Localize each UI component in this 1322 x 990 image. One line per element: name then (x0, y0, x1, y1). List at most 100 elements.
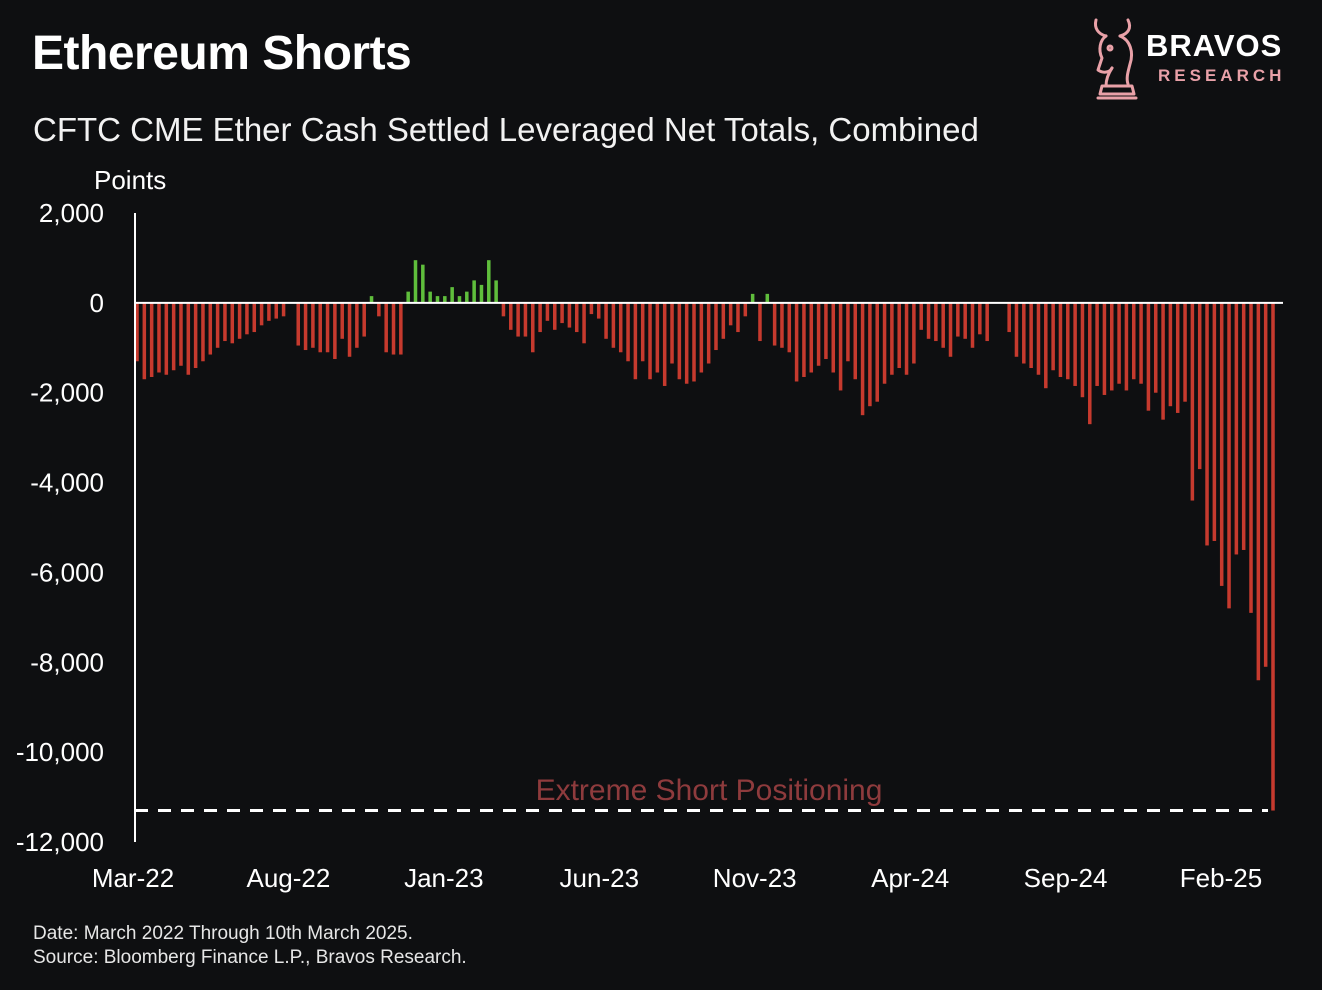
bar (560, 302, 564, 324)
bar (318, 302, 322, 353)
bar (1124, 302, 1129, 391)
bar (362, 302, 366, 337)
bar (523, 302, 528, 337)
bar (230, 302, 235, 344)
bar (545, 302, 550, 321)
bar (596, 302, 601, 319)
bar (538, 302, 542, 333)
bar (1256, 302, 1261, 681)
bar (1044, 302, 1048, 389)
bar (421, 264, 425, 303)
bar (347, 302, 352, 357)
y-tick-label: -12,000 (16, 827, 104, 857)
bar (1249, 302, 1253, 613)
bar (311, 302, 315, 348)
chart-footer: Date: March 2022 Through 10th March 2025… (33, 922, 467, 970)
bar (970, 302, 975, 348)
bar (1117, 302, 1121, 384)
bar (325, 302, 330, 353)
y-tick-label: -8,000 (30, 647, 104, 677)
bar-series (135, 260, 1275, 811)
bar (670, 302, 674, 364)
bar (1036, 302, 1041, 375)
bar (142, 302, 147, 380)
bar (780, 302, 784, 348)
bar (215, 302, 220, 348)
chart-title: Ethereum Shorts (32, 27, 412, 80)
x-tick-label: Nov-23 (713, 863, 797, 893)
bar (267, 302, 271, 321)
bar (956, 302, 960, 337)
y-tick-label: -6,000 (30, 557, 104, 587)
bar (1051, 302, 1055, 371)
bar (193, 302, 198, 369)
bar (1161, 302, 1165, 420)
bar (1175, 302, 1180, 413)
bar (479, 284, 484, 303)
bar (912, 302, 916, 364)
bar (296, 302, 300, 346)
x-tick-label: Jun-23 (560, 863, 640, 893)
chart-subtitle: CFTC CME Ether Cash Settled Leveraged Ne… (33, 111, 979, 148)
bar (333, 302, 337, 360)
bar (1058, 302, 1063, 377)
bar (355, 302, 359, 348)
bar (237, 302, 242, 339)
bar (1190, 302, 1195, 501)
y-tick-label: -10,000 (16, 737, 104, 767)
bar (758, 302, 762, 342)
bar (457, 296, 462, 303)
bar (1102, 302, 1107, 395)
y-tick-label: 0 (90, 288, 104, 318)
bar (509, 302, 513, 330)
bar (391, 302, 396, 355)
y-axis-label: Points (94, 165, 166, 195)
bar (736, 302, 740, 333)
bar (890, 302, 894, 375)
bar (303, 302, 308, 351)
bar (618, 302, 623, 353)
brand-name: BRAVOS (1146, 28, 1283, 63)
bar (428, 291, 432, 303)
bar (604, 302, 608, 339)
bar (728, 302, 733, 326)
bar (245, 302, 249, 335)
x-tick-label: Sep-24 (1024, 863, 1108, 893)
bar (1131, 302, 1136, 380)
bar (816, 302, 821, 366)
bar (934, 302, 938, 342)
bar (963, 302, 967, 339)
footer-source: Source: Bloomberg Finance L.P., Bravos R… (33, 947, 467, 968)
bar (171, 302, 176, 371)
bar (706, 302, 711, 364)
bar (413, 260, 418, 303)
bar (1263, 302, 1268, 667)
y-tick-labels: 2,000 0 -2,000 -4,000 -6,000 -8,000 -10,000 -12… (16, 198, 104, 857)
bar (772, 302, 777, 346)
bar (1066, 302, 1070, 380)
bar (655, 302, 660, 373)
bar (677, 302, 682, 380)
bar (164, 302, 169, 375)
bar (516, 302, 520, 337)
bar (1088, 302, 1092, 425)
bar (435, 296, 440, 303)
bar (1271, 302, 1275, 811)
bar (223, 302, 227, 342)
bar (846, 302, 850, 362)
bar (721, 302, 726, 339)
footer-date: Date: March 2022 Through 10th March 2025… (33, 923, 413, 944)
bar (1146, 302, 1151, 411)
bar (1080, 302, 1085, 398)
bar (1007, 302, 1011, 333)
bar (750, 293, 755, 303)
bar (443, 296, 447, 303)
bar (1219, 302, 1224, 586)
x-tick-labels: Mar-22 Aug-22 Jan-23 Jun-23 Nov-23 Apr-24 Sep-… (92, 863, 1262, 893)
bar (875, 302, 879, 402)
bar (340, 302, 344, 339)
bar (868, 302, 872, 407)
bar (589, 302, 594, 315)
bar (501, 302, 506, 317)
bar (860, 302, 865, 416)
